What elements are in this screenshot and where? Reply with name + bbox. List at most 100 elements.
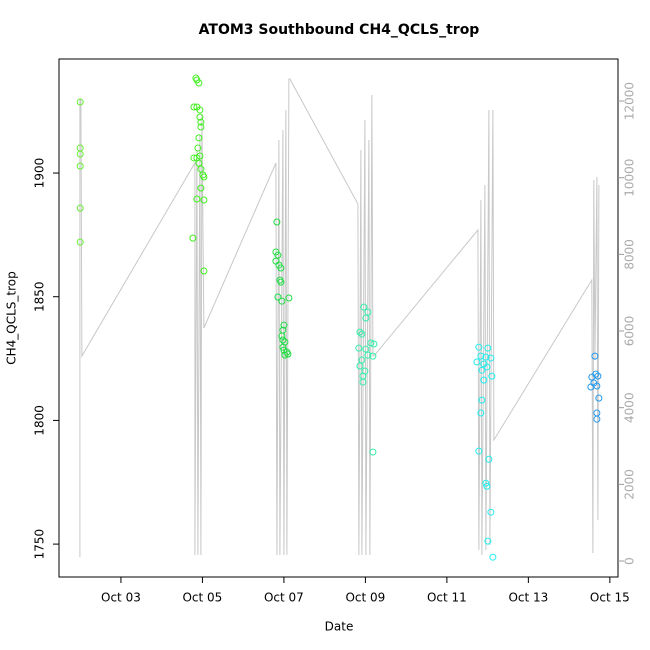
data-point bbox=[76, 238, 84, 246]
data-point bbox=[358, 330, 366, 338]
y2-tick-label: 4000 bbox=[623, 392, 637, 423]
data-point bbox=[594, 372, 602, 380]
data-point bbox=[362, 314, 370, 322]
data-point bbox=[189, 234, 197, 242]
data-point bbox=[279, 343, 287, 351]
data-point bbox=[367, 339, 375, 347]
data-point bbox=[200, 173, 208, 181]
data-point bbox=[369, 448, 377, 456]
data-point bbox=[274, 251, 282, 259]
data-point bbox=[478, 396, 486, 404]
x-tick-label: Oct 11 bbox=[427, 591, 467, 605]
data-point bbox=[197, 118, 205, 126]
y-tick-label: 1750 bbox=[33, 529, 47, 560]
data-point bbox=[475, 447, 483, 455]
y2-tick-label: 6000 bbox=[623, 316, 637, 347]
data-point bbox=[487, 508, 495, 516]
y2-tick-label: 0 bbox=[623, 557, 637, 565]
data-point bbox=[483, 482, 491, 490]
data-point bbox=[196, 152, 204, 160]
data-point bbox=[200, 196, 208, 204]
data-point bbox=[76, 98, 84, 106]
y-tick-label: 1900 bbox=[33, 158, 47, 189]
data-point bbox=[76, 162, 84, 170]
data-point bbox=[194, 144, 202, 152]
data-point bbox=[197, 123, 205, 131]
data-point bbox=[591, 352, 599, 360]
chart-title: ATOM3 Southbound CH4_QCLS_trop bbox=[199, 22, 480, 38]
data-point bbox=[356, 328, 364, 336]
data-point bbox=[482, 353, 490, 361]
data-point bbox=[278, 332, 286, 340]
y-axis-label: CH4_QCLS_trop bbox=[5, 271, 19, 365]
y2-tick-label: 8000 bbox=[623, 239, 637, 270]
data-point bbox=[587, 383, 595, 391]
x-tick-label: Oct 09 bbox=[345, 591, 385, 605]
data-point bbox=[279, 336, 287, 344]
data-point bbox=[475, 343, 483, 351]
data-point bbox=[364, 308, 372, 316]
data-point bbox=[484, 537, 492, 545]
data-point bbox=[197, 184, 205, 192]
x-tick-label: Oct 13 bbox=[508, 591, 548, 605]
y2-tick-label: 12000 bbox=[623, 82, 637, 120]
data-point bbox=[200, 267, 208, 275]
data-point bbox=[281, 351, 289, 359]
data-point bbox=[593, 415, 601, 423]
data-point bbox=[193, 195, 201, 203]
data-point bbox=[358, 356, 366, 364]
x-tick-label: Oct 07 bbox=[264, 591, 304, 605]
data-point bbox=[360, 303, 368, 311]
x-axis-label: Date bbox=[325, 620, 354, 634]
data-point bbox=[196, 113, 204, 121]
data-point bbox=[364, 351, 372, 359]
data-point bbox=[195, 159, 203, 167]
data-point bbox=[593, 409, 601, 417]
data-point bbox=[595, 394, 603, 402]
x-tick-label: Oct 15 bbox=[590, 591, 630, 605]
data-point bbox=[477, 352, 485, 360]
data-point bbox=[362, 345, 370, 353]
data-point bbox=[370, 340, 378, 348]
data-point bbox=[196, 106, 204, 114]
data-point bbox=[273, 218, 281, 226]
data-point bbox=[190, 103, 198, 111]
x-tick-label: Oct 03 bbox=[101, 591, 141, 605]
data-point bbox=[488, 372, 496, 380]
y2-tick-label: 2000 bbox=[623, 469, 637, 500]
data-point bbox=[76, 150, 84, 158]
data-point bbox=[190, 154, 198, 162]
plot-box bbox=[58, 58, 619, 578]
data-point bbox=[285, 294, 293, 302]
data-point bbox=[277, 278, 285, 286]
data-point bbox=[473, 358, 481, 366]
data-point bbox=[485, 455, 493, 463]
y-tick-label: 1800 bbox=[33, 405, 47, 436]
data-point bbox=[76, 204, 84, 212]
data-point bbox=[483, 363, 491, 371]
data-point bbox=[477, 409, 485, 417]
x-tick-label: Oct 05 bbox=[182, 591, 222, 605]
data-point bbox=[480, 376, 488, 384]
data-point bbox=[277, 264, 285, 272]
y-tick-label: 1850 bbox=[33, 281, 47, 312]
data-point bbox=[355, 344, 363, 352]
altitude-line bbox=[79, 78, 600, 557]
data-point bbox=[487, 354, 495, 362]
y2-tick-label: 10000 bbox=[623, 159, 637, 197]
data-point bbox=[284, 350, 292, 358]
data-point bbox=[197, 165, 205, 173]
data-point bbox=[484, 344, 492, 352]
data-point bbox=[482, 479, 490, 487]
data-point bbox=[359, 378, 367, 386]
data-point bbox=[369, 352, 377, 360]
data-point bbox=[195, 79, 203, 87]
data-point bbox=[278, 297, 286, 305]
data-point bbox=[356, 362, 364, 370]
data-point bbox=[489, 553, 497, 561]
data-point bbox=[478, 366, 486, 374]
data-point bbox=[195, 134, 203, 142]
data-point bbox=[274, 293, 282, 301]
data-point bbox=[280, 321, 288, 329]
